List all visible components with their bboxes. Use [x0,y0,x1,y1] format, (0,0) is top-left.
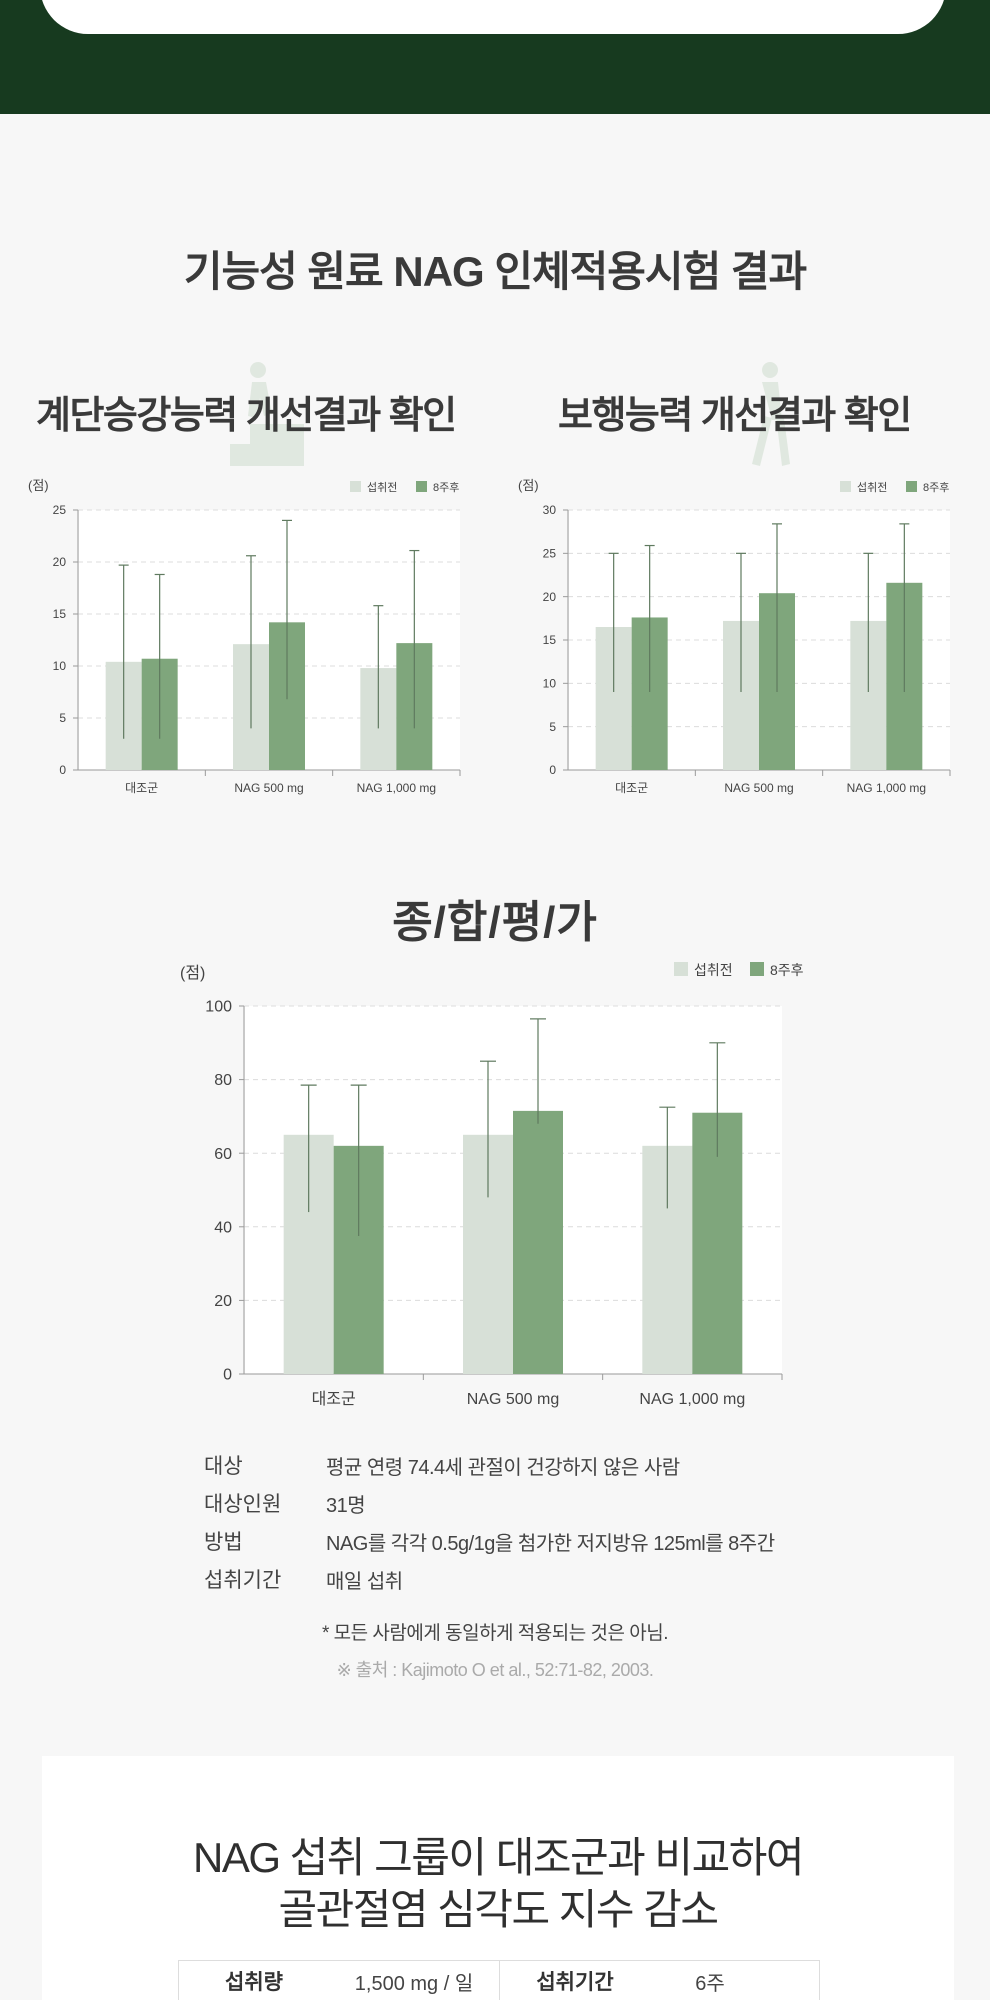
walking-person-icon [752,362,790,466]
y-axis-label: (점) [518,478,539,493]
study-info-value: 매일 섭취 [326,1570,403,1593]
y-tick-label: 0 [549,763,556,777]
subtitle-walking: 보행능력 개선결과 확인 [558,395,912,437]
legend-label: 8주후 [770,962,804,978]
y-tick-label: 15 [53,607,67,621]
main-title: 기능성 원료 NAG 인체적용시험 결과 [183,248,807,295]
y-tick-label: 30 [543,503,557,517]
study-info-label: 방법 [204,1531,243,1554]
y-tick-label: 100 [205,999,232,1016]
legend-label: 8주후 [923,481,949,494]
y-tick-label: 5 [59,711,66,725]
x-category-label: NAG 1,000 mg [847,781,926,795]
legend-swatch [674,962,688,976]
study-info-label: 대상인원 [204,1493,282,1516]
intake-amount-cell: 섭취량 1,500 mg / 일 [179,1961,499,2000]
x-category-label: 대조군 [125,781,158,795]
legend-swatch [416,481,427,492]
y-tick-label: 25 [543,547,557,561]
intake-table: 섭취량 1,500 mg / 일 섭취기간 6주 [178,1960,820,2000]
intake-period-value: 6주 [695,1972,725,1995]
x-category-label: NAG 1,000 mg [357,781,436,795]
overall-evaluation-title: 종/합/평/가 [392,898,598,947]
intake-period-key: 섭취기간 [536,1971,614,1994]
x-category-label: NAG 500 mg [467,1391,559,1408]
study-info: 대상 평균 연령 74.4세 관절이 건강하지 않은 사람 대상인원 31명 방… [204,1446,824,1598]
y-axis-label: (점) [28,478,49,493]
study-info-row: 섭취기간 매일 섭취 [204,1560,824,1598]
study-info-value: 평균 연령 74.4세 관절이 건강하지 않은 사람 [326,1456,680,1479]
y-tick-label: 25 [53,503,67,517]
y-tick-label: 60 [214,1146,232,1163]
top-white-card [40,0,946,34]
legend-label: 섭취전 [367,481,397,494]
subtitle-stairs: 계단승강능력 개선결과 확인 [36,395,457,437]
y-tick-label: 15 [543,633,557,647]
intake-period-cell: 섭취기간 6주 [499,1961,819,2000]
study-info-value: NAG를 각각 0.5g/1g을 첨가한 저지방유 125ml를 8주간 [326,1532,775,1555]
y-tick-label: 80 [214,1072,232,1089]
intake-amount-key: 섭취량 [225,1971,283,1994]
legend-label: 섭취전 [857,481,887,494]
legend-swatch [906,481,917,492]
y-tick-label: 20 [543,590,557,604]
bottom-result-card: NAG 섭취 그룹이 대조군과 비교하여 골관절염 심각도 지수 감소 섭취량 … [42,1756,954,2000]
y-tick-label: 20 [53,555,67,569]
y-tick-label: 10 [543,677,557,691]
legend-swatch [840,481,851,492]
legend-label: 섭취전 [694,962,733,978]
x-category-label: NAG 1,000 mg [639,1391,745,1408]
y-tick-label: 10 [53,659,67,673]
bar-after [513,1110,563,1374]
x-category-label: 대조군 [312,1390,356,1408]
study-info-label: 대상 [204,1455,243,1478]
top-green-band [0,0,990,114]
x-category-label: 대조군 [615,781,648,795]
legend-swatch [350,481,361,492]
y-tick-label: 5 [549,720,556,734]
bottom-title-line2: 골관절염 심각도 지수 감소 [278,1886,719,1933]
stairs-person-icon [230,362,304,466]
study-info-row: 대상인원 31명 [204,1484,824,1522]
legend-swatch [750,962,764,976]
x-category-label: NAG 500 mg [234,781,303,795]
y-tick-label: 0 [223,1367,232,1384]
bottom-title-line1: NAG 섭취 그룹이 대조군과 비교하여 [192,1834,805,1881]
y-tick-label: 0 [59,763,66,777]
y-tick-label: 40 [214,1219,232,1236]
bottom-result-title: NAG 섭취 그룹이 대조군과 비교하여 골관절염 심각도 지수 감소 [42,1832,954,1936]
legend-label: 8주후 [433,481,459,494]
disclaimer-note: * 모든 사람에게 동일하게 적용되는 것은 아님. [322,1623,669,1644]
intake-amount-value: 1,500 mg / 일 [354,1972,474,1995]
study-info-row: 방법 NAG를 각각 0.5g/1g을 첨가한 저지방유 125ml를 8주간 [204,1522,824,1560]
study-info-label: 섭취기간 [204,1569,282,1592]
study-info-row: 대상 평균 연령 74.4세 관절이 건강하지 않은 사람 [204,1446,824,1484]
source-citation: ※ 출처 : Kajimoto O et al., 52:71-82, 2003… [336,1660,654,1680]
y-axis-label: (점) [180,964,205,982]
y-tick-label: 20 [214,1293,232,1310]
study-info-value: 31명 [326,1494,366,1517]
x-category-label: NAG 500 mg [724,781,793,795]
